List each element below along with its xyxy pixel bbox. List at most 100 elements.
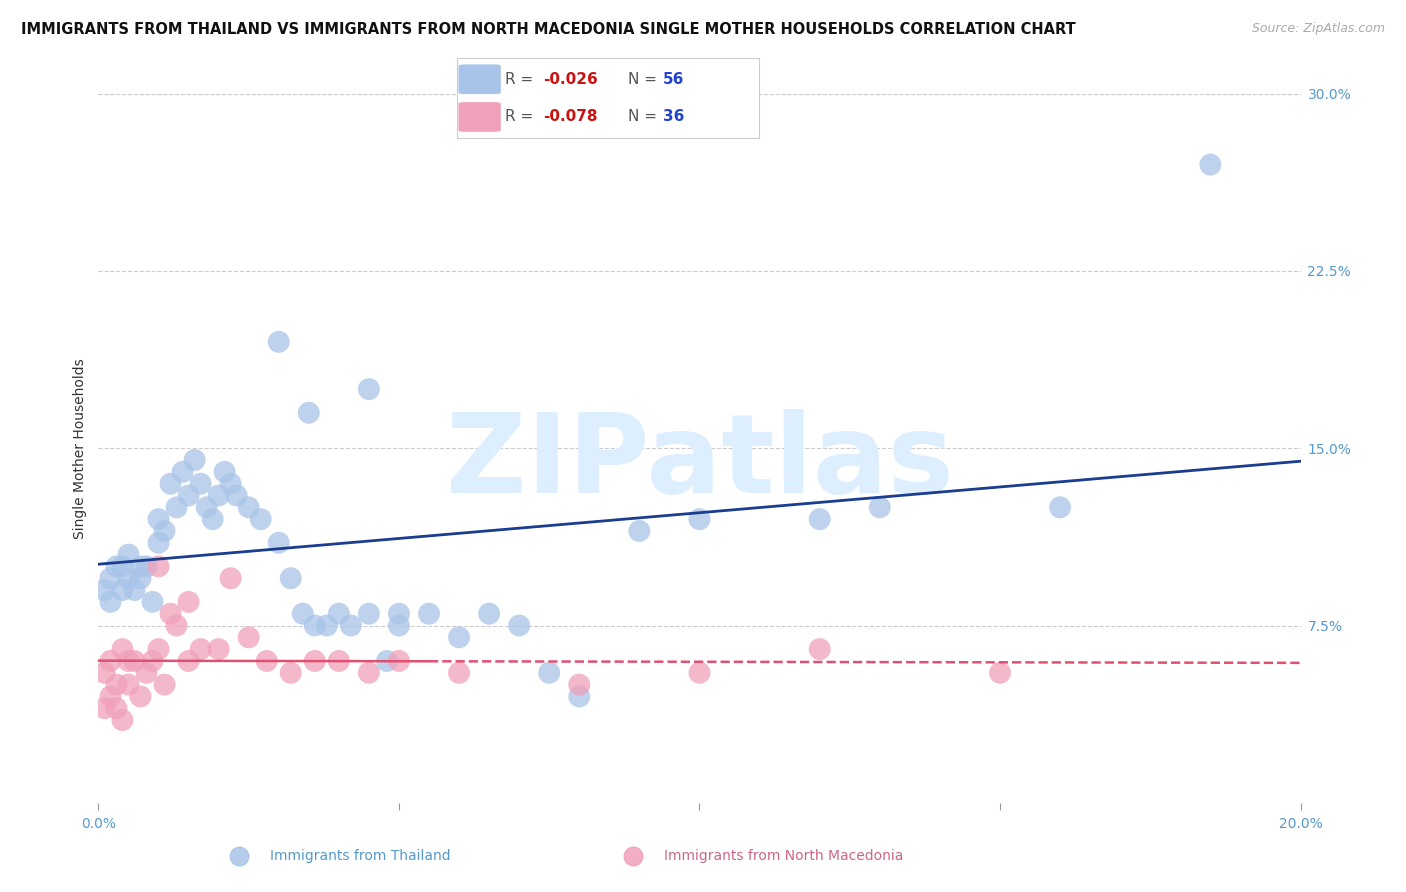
- FancyBboxPatch shape: [458, 64, 501, 95]
- Point: [808, 642, 831, 657]
- Point: [689, 512, 711, 526]
- Point: [1049, 500, 1071, 515]
- Point: [208, 489, 231, 503]
- Point: [117, 548, 139, 562]
- Point: [124, 583, 146, 598]
- Point: [621, 849, 644, 863]
- Point: [357, 382, 380, 396]
- Point: [869, 500, 891, 515]
- Point: [228, 849, 250, 863]
- Text: -0.026: -0.026: [543, 71, 598, 87]
- Point: [538, 665, 561, 680]
- Point: [141, 654, 163, 668]
- Point: [298, 406, 321, 420]
- Point: [135, 665, 157, 680]
- Point: [117, 571, 139, 585]
- Point: [249, 512, 271, 526]
- Point: [111, 583, 134, 598]
- Point: [111, 642, 134, 657]
- Point: [208, 642, 231, 657]
- Point: [238, 630, 260, 644]
- Point: [291, 607, 314, 621]
- Point: [225, 489, 247, 503]
- Point: [172, 465, 194, 479]
- Point: [689, 665, 711, 680]
- Point: [135, 559, 157, 574]
- Point: [304, 618, 326, 632]
- Point: [177, 595, 200, 609]
- Point: [568, 690, 591, 704]
- Point: [357, 607, 380, 621]
- Point: [100, 690, 122, 704]
- Point: [256, 654, 278, 668]
- Point: [328, 654, 350, 668]
- Point: [100, 654, 122, 668]
- Point: [628, 524, 651, 538]
- Point: [267, 334, 290, 349]
- Point: [280, 571, 302, 585]
- Point: [111, 559, 134, 574]
- Text: N =: N =: [627, 110, 662, 125]
- Point: [148, 642, 170, 657]
- Point: [418, 607, 440, 621]
- Text: R =: R =: [505, 71, 538, 87]
- Point: [447, 630, 470, 644]
- Point: [280, 665, 302, 680]
- Point: [388, 618, 411, 632]
- Point: [219, 476, 242, 491]
- Point: [328, 607, 350, 621]
- Point: [100, 571, 122, 585]
- Point: [166, 618, 188, 632]
- Point: [388, 607, 411, 621]
- Point: [195, 500, 218, 515]
- Point: [201, 512, 224, 526]
- Text: 36: 36: [662, 110, 683, 125]
- Point: [129, 559, 152, 574]
- Point: [105, 559, 128, 574]
- Point: [304, 654, 326, 668]
- Point: [148, 535, 170, 549]
- Point: [988, 665, 1011, 680]
- Text: 56: 56: [662, 71, 683, 87]
- Point: [105, 678, 128, 692]
- Point: [148, 512, 170, 526]
- FancyBboxPatch shape: [458, 103, 501, 132]
- Point: [159, 607, 181, 621]
- Point: [219, 571, 242, 585]
- Point: [375, 654, 398, 668]
- Text: ZIPatlas: ZIPatlas: [446, 409, 953, 516]
- Point: [388, 654, 411, 668]
- Point: [93, 583, 115, 598]
- Point: [177, 489, 200, 503]
- Point: [93, 665, 115, 680]
- Text: R =: R =: [505, 110, 538, 125]
- Point: [190, 642, 212, 657]
- Point: [117, 678, 139, 692]
- Text: -0.078: -0.078: [543, 110, 598, 125]
- Point: [568, 678, 591, 692]
- Point: [315, 618, 337, 632]
- Point: [267, 535, 290, 549]
- Point: [148, 559, 170, 574]
- Text: Source: ZipAtlas.com: Source: ZipAtlas.com: [1251, 22, 1385, 36]
- Point: [214, 465, 236, 479]
- Point: [111, 713, 134, 727]
- Point: [129, 571, 152, 585]
- Point: [129, 690, 152, 704]
- Point: [177, 654, 200, 668]
- Point: [190, 476, 212, 491]
- Point: [141, 595, 163, 609]
- Point: [508, 618, 530, 632]
- Point: [340, 618, 363, 632]
- Point: [183, 453, 205, 467]
- Point: [105, 701, 128, 715]
- Point: [117, 654, 139, 668]
- Point: [238, 500, 260, 515]
- Text: N =: N =: [627, 71, 662, 87]
- Point: [153, 524, 176, 538]
- Point: [478, 607, 501, 621]
- Y-axis label: Single Mother Households: Single Mother Households: [73, 358, 87, 539]
- Point: [159, 476, 181, 491]
- Point: [93, 701, 115, 715]
- Text: IMMIGRANTS FROM THAILAND VS IMMIGRANTS FROM NORTH MACEDONIA SINGLE MOTHER HOUSEH: IMMIGRANTS FROM THAILAND VS IMMIGRANTS F…: [21, 22, 1076, 37]
